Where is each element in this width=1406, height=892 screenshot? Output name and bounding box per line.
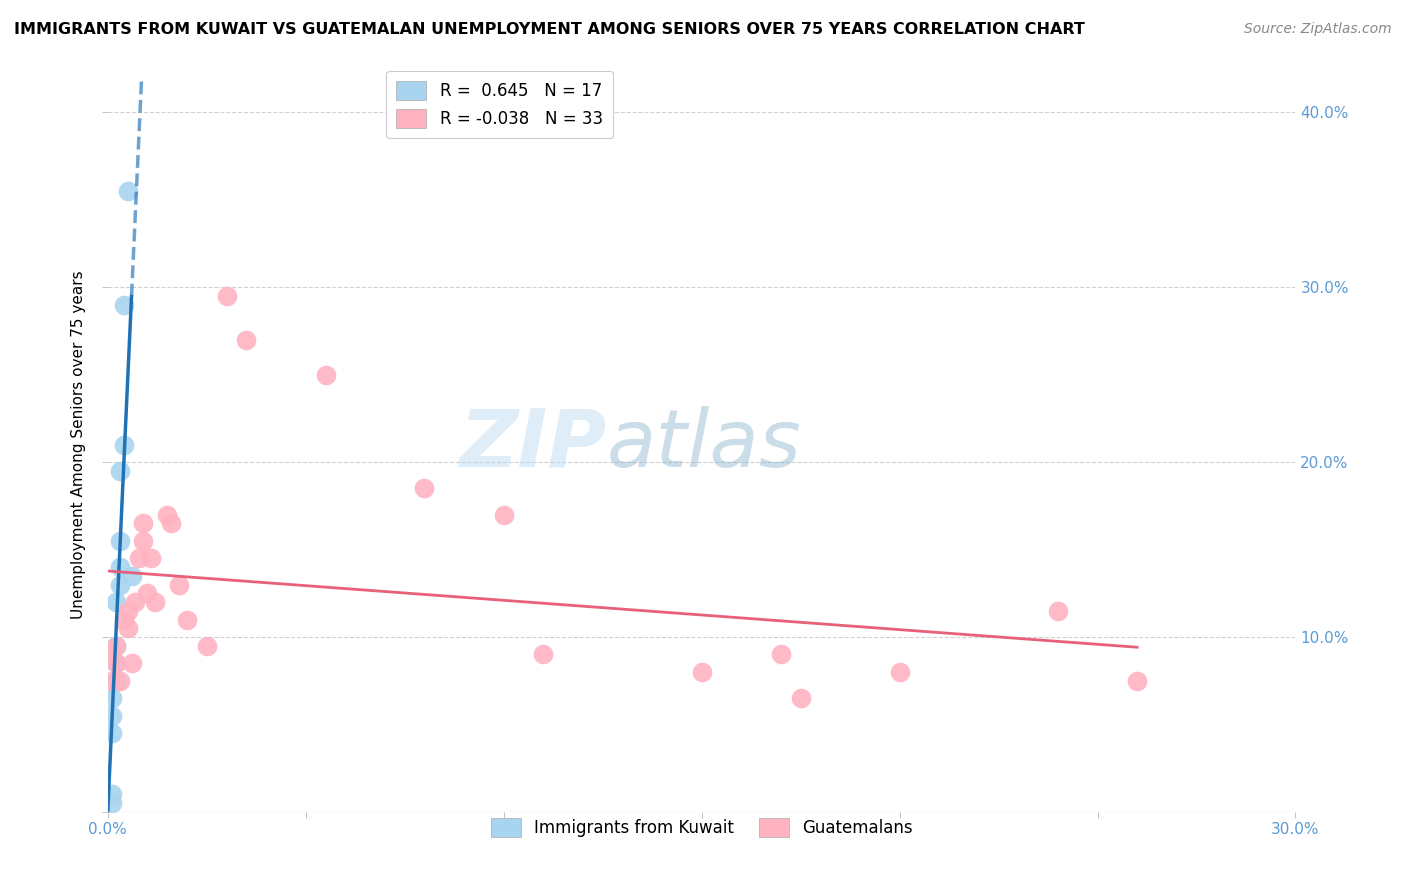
Point [104, 595, 127, 609]
Text: Source: ZipAtlas.com: Source: ZipAtlas.com [1244, 22, 1392, 37]
Point [136, 586, 159, 600]
Point [160, 516, 183, 531]
Y-axis label: Unemployment Among Seniors over 75 years: Unemployment Among Seniors over 75 years [72, 270, 86, 619]
Point [769, 648, 792, 662]
Point [108, 464, 131, 478]
Point [315, 368, 337, 382]
Point [128, 551, 150, 566]
Point [108, 533, 131, 548]
Point [141, 551, 163, 566]
Point [112, 437, 135, 451]
Point [124, 595, 146, 609]
Point [100, 648, 122, 662]
Point [176, 613, 198, 627]
Point [112, 298, 135, 312]
Point [100, 708, 122, 723]
Point [104, 657, 127, 671]
Point [121, 657, 143, 671]
Point [531, 648, 554, 662]
Point [235, 333, 257, 347]
Point [108, 577, 131, 591]
Point [1046, 604, 1069, 618]
Point [492, 508, 515, 522]
Point [690, 665, 713, 679]
Point [104, 673, 127, 688]
Point [132, 516, 155, 531]
Point [1126, 673, 1149, 688]
Legend: Immigrants from Kuwait, Guatemalans: Immigrants from Kuwait, Guatemalans [484, 812, 920, 844]
Point [117, 621, 139, 635]
Point [100, 691, 122, 706]
Point [104, 639, 127, 653]
Point [104, 639, 127, 653]
Text: atlas: atlas [606, 406, 801, 483]
Point [121, 569, 143, 583]
Point [167, 577, 190, 591]
Point [195, 639, 218, 653]
Point [156, 508, 179, 522]
Point [889, 665, 911, 679]
Point [104, 657, 127, 671]
Text: ZIP: ZIP [460, 406, 606, 483]
Point [413, 482, 436, 496]
Point [108, 560, 131, 574]
Point [100, 673, 122, 688]
Point [789, 691, 811, 706]
Point [117, 604, 139, 618]
Point [100, 726, 122, 740]
Point [112, 613, 135, 627]
Point [100, 788, 122, 802]
Point [100, 796, 122, 810]
Text: IMMIGRANTS FROM KUWAIT VS GUATEMALAN UNEMPLOYMENT AMONG SENIORS OVER 75 YEARS CO: IMMIGRANTS FROM KUWAIT VS GUATEMALAN UNE… [14, 22, 1085, 37]
Point [143, 595, 166, 609]
Point [132, 533, 155, 548]
Point [117, 184, 139, 198]
Point [215, 289, 238, 303]
Point [108, 673, 131, 688]
